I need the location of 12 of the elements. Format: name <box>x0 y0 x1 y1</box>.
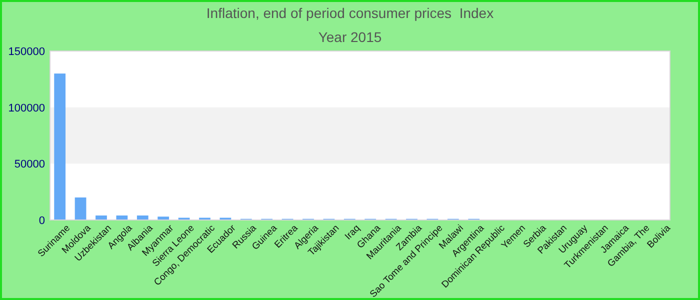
bar <box>158 216 170 220</box>
bar <box>54 74 66 220</box>
bar <box>96 215 107 220</box>
y-tick-label: 100000 <box>8 102 45 114</box>
y-tick-label: 0 <box>38 215 45 227</box>
bar <box>74 197 86 220</box>
bar <box>116 215 128 220</box>
y-tick-label: 50000 <box>14 158 45 171</box>
chart-title: Inflation, end of period consumer prices Index <box>206 5 494 21</box>
chart-subtitle: Year 2015 <box>318 29 382 45</box>
bar <box>136 215 148 220</box>
y-tick-label: 150000 <box>8 46 45 58</box>
